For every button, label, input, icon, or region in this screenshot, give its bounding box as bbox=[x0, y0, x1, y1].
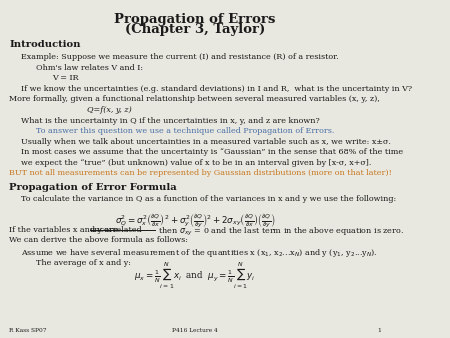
Text: Usually when we talk about uncertainties in a measured variable such as x, we wr: Usually when we talk about uncertainties… bbox=[21, 138, 391, 146]
Text: Ohm's law relates V and I:: Ohm's law relates V and I: bbox=[36, 64, 144, 72]
Text: R Kass SP07: R Kass SP07 bbox=[9, 328, 47, 333]
Text: 1: 1 bbox=[377, 328, 381, 333]
Text: P416 Lecture 4: P416 Lecture 4 bbox=[172, 328, 218, 333]
Text: $\sigma_Q^2 = \sigma_x^2\left(\frac{\partial Q}{\partial x}\right)^2 + \sigma_y^: $\sigma_Q^2 = \sigma_x^2\left(\frac{\par… bbox=[115, 212, 275, 230]
Text: $\mu_x = \frac{1}{N}\sum_{i=1}^{N} x_i$  and  $\mu_y = \frac{1}{N}\sum_{i=1}^{N}: $\mu_x = \frac{1}{N}\sum_{i=1}^{N} x_i$ … bbox=[134, 261, 256, 291]
Text: What is the uncertainty in Q if the uncertainties in x, y, and z are known?: What is the uncertainty in Q if the unce… bbox=[21, 117, 319, 125]
Text: uncorrelated: uncorrelated bbox=[90, 226, 142, 234]
Text: V = IR: V = IR bbox=[52, 74, 78, 82]
Text: If the variables x and y are: If the variables x and y are bbox=[9, 226, 121, 234]
Text: In most cases we assume that the uncertainty is “Gaussian” in the sense that 68%: In most cases we assume that the uncerta… bbox=[21, 148, 403, 156]
Text: If we know the uncertainties (e.g. standard deviations) in I and R,  what is the: If we know the uncertainties (e.g. stand… bbox=[21, 84, 412, 93]
Text: BUT not all measurements can be represented by Gaussian distributions (more on t: BUT not all measurements can be represen… bbox=[9, 169, 392, 177]
Text: Assume we have several measurement of the quantities x (x$_1$, x$_2$...x$_N$) an: Assume we have several measurement of th… bbox=[21, 247, 378, 259]
Text: More formally, given a functional relationship between several measured variable: More formally, given a functional relati… bbox=[9, 95, 380, 103]
Text: then $\sigma_{xy}$ = 0 and the last term in the above equation is zero.: then $\sigma_{xy}$ = 0 and the last term… bbox=[156, 226, 404, 238]
Text: We can derive the above formula as follows:: We can derive the above formula as follo… bbox=[9, 236, 188, 244]
Text: (Chapter 3, Taylor): (Chapter 3, Taylor) bbox=[125, 23, 265, 36]
Text: To answer this question we use a technique called Propagation of Errors.: To answer this question we use a techniq… bbox=[36, 127, 335, 136]
Text: we expect the “true” (but unknown) value of x to be in an interval given by [x-σ: we expect the “true” (but unknown) value… bbox=[21, 159, 371, 167]
Text: Propagation of Error Formula: Propagation of Error Formula bbox=[9, 183, 177, 192]
Text: Example: Suppose we measure the current (I) and resistance (R) of a resistor.: Example: Suppose we measure the current … bbox=[21, 53, 338, 61]
Text: Q=f(x, y, z): Q=f(x, y, z) bbox=[86, 106, 131, 114]
Text: The average of x and y:: The average of x and y: bbox=[36, 259, 131, 267]
Text: Introduction: Introduction bbox=[9, 40, 81, 49]
Text: Propagation of Errors: Propagation of Errors bbox=[114, 13, 276, 26]
Text: To calculate the variance in Q as a function of the variances in x and y we use : To calculate the variance in Q as a func… bbox=[21, 195, 396, 203]
